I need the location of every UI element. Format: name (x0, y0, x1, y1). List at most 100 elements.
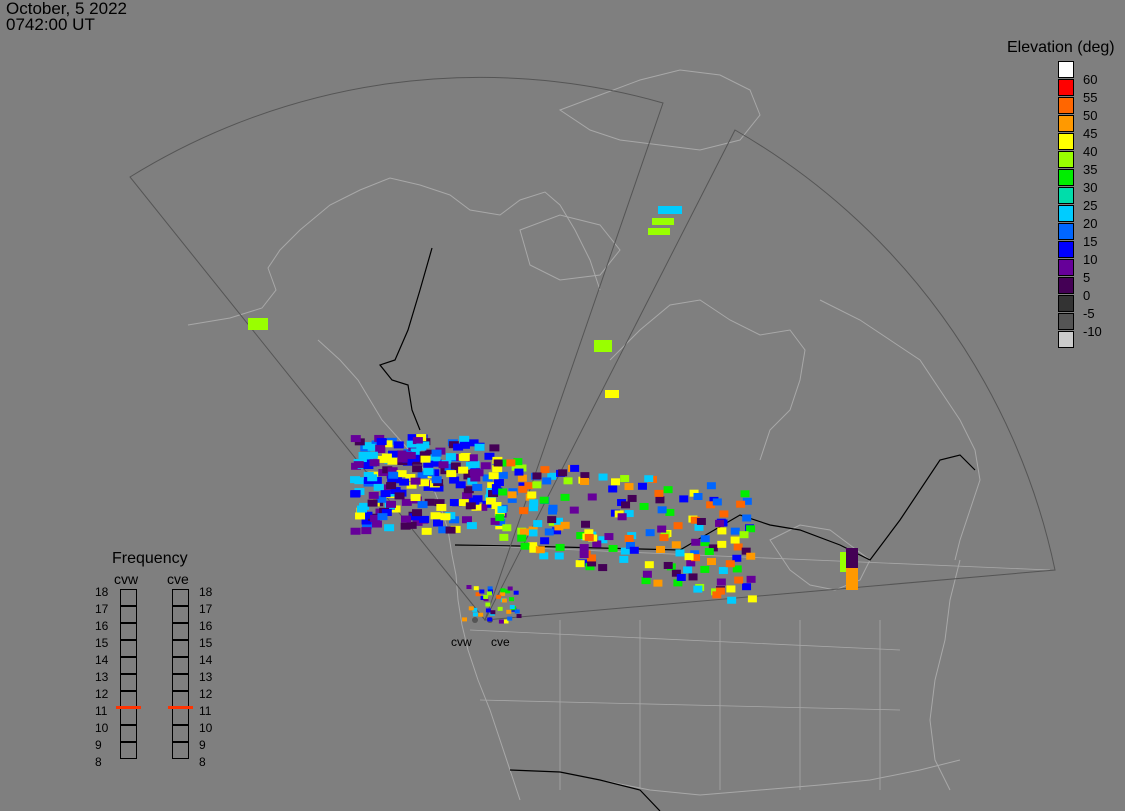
echo-cell (637, 482, 647, 490)
echo-cell (671, 569, 681, 577)
colorbar-label: 60 (1083, 72, 1098, 87)
alaska-canada-border (378, 247, 433, 431)
echo-cell (381, 453, 392, 461)
echo-cell (485, 608, 491, 613)
frequency-label: 11 (199, 704, 212, 718)
echo-cell (620, 475, 630, 483)
fov-cvw (129, 76, 664, 622)
echo-cell (373, 483, 384, 491)
echo-cell (369, 459, 380, 467)
echo-cell (393, 441, 404, 449)
echo-cell (560, 521, 570, 529)
echo-cell (382, 466, 393, 474)
echo-cell (362, 511, 373, 519)
echo-cell (401, 498, 412, 506)
echo-cell (641, 577, 651, 585)
frequency-label: 13 (199, 670, 213, 684)
labrador-coast (819, 299, 981, 561)
echo-cell (539, 552, 549, 560)
echo-cell (611, 478, 621, 486)
echo-cell (690, 516, 700, 524)
frequency-cell (120, 606, 137, 623)
echo-cell (598, 536, 608, 544)
echo-cell (717, 540, 727, 548)
echo-cell (554, 552, 564, 560)
echo-cell (547, 472, 557, 480)
echo-cell (420, 455, 431, 463)
echo-cell (350, 527, 361, 535)
echo-cell (686, 559, 696, 567)
echo-cell (576, 532, 586, 540)
echo-cell (625, 542, 635, 550)
echo-cell (519, 528, 529, 536)
frequency-column-cvw: cvw (114, 571, 139, 587)
echo-cell (579, 551, 589, 559)
colorbar-swatch (1058, 223, 1074, 240)
echo-cell (421, 527, 432, 535)
echo-cell (480, 596, 486, 601)
echo-cell (673, 522, 683, 530)
echo-cell (679, 495, 689, 503)
echo-cell (553, 517, 563, 525)
echo-cell (423, 460, 434, 468)
echo-cell (742, 583, 752, 591)
echo-cell (563, 477, 573, 485)
colorbar-swatch (1058, 331, 1074, 348)
echo-cell (558, 469, 568, 477)
echo-cell (356, 505, 367, 513)
echo-cell (361, 517, 372, 525)
echo-cell (459, 435, 470, 443)
echo-cell (548, 504, 558, 512)
echo-cell (580, 472, 590, 480)
colorbar-label: 40 (1083, 144, 1098, 159)
echo-cell (497, 506, 507, 514)
colorbar-label: 45 (1083, 126, 1098, 141)
echo-cell (579, 544, 589, 552)
echo-cell (431, 449, 442, 457)
echo-cell (361, 522, 372, 530)
echo-cell (693, 585, 703, 593)
echo-cell (377, 513, 388, 521)
echo-cell (409, 513, 420, 521)
echo-cell (739, 531, 749, 539)
echo-cell (700, 565, 710, 573)
frequency-label: 14 (95, 653, 109, 667)
frequency-cell (172, 623, 189, 640)
echo-cell (488, 472, 499, 480)
echo-cell (387, 475, 398, 483)
echo-cell (716, 578, 726, 586)
echo-cell (706, 558, 716, 566)
echo-cell (407, 434, 418, 442)
echo-cell (629, 546, 639, 554)
echo-cell (517, 474, 527, 482)
echo-cell (449, 498, 460, 506)
echo-cell (419, 451, 430, 459)
radar-label-cvw: cvw (451, 635, 472, 649)
frequency-label: 11 (95, 704, 108, 718)
echo-cell (700, 535, 710, 543)
coastline-pacific (317, 339, 521, 801)
echo-cell (382, 440, 393, 448)
echo-cell (475, 592, 481, 597)
frequency-cell (172, 674, 189, 691)
echo-cell (367, 451, 378, 459)
echo-cell (458, 499, 469, 507)
echo-cell (424, 449, 435, 457)
echo-cell (368, 491, 379, 499)
frequency-cell (120, 725, 137, 742)
colorbar-swatch (1058, 259, 1074, 276)
echo-cell (473, 469, 484, 477)
echo-cell (725, 560, 735, 568)
echo-cell (492, 465, 503, 473)
echo-cell (496, 594, 502, 599)
echo-cell (466, 522, 477, 530)
frequency-label: 12 (199, 687, 213, 701)
echo-cell (458, 453, 469, 461)
echo-cell (621, 501, 631, 509)
echo-cell (416, 443, 427, 451)
frequency-label: 13 (95, 670, 109, 684)
echo-cell (514, 468, 524, 476)
echo-cell (554, 523, 564, 531)
echo-cell (663, 561, 673, 569)
echo-cell (620, 547, 630, 555)
